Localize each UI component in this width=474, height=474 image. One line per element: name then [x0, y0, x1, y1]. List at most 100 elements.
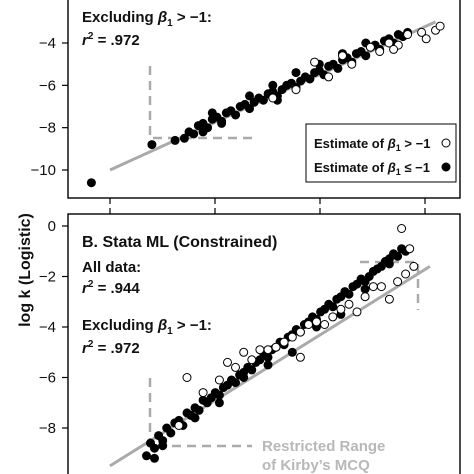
data-point-open	[198, 388, 208, 398]
panel-a-excluding-r2: r2 = .972	[82, 31, 140, 49]
data-point-open	[368, 282, 378, 292]
data-point-filled	[245, 91, 254, 101]
data-point-filled	[344, 289, 354, 299]
panel-a-excluding-label: Excluding β1 > −1:	[82, 9, 212, 29]
data-point-open	[291, 85, 301, 95]
panel-b-all-data-label: All data:	[82, 259, 141, 276]
legend-filled-label: Estimate of β1 ≤ −1	[314, 160, 430, 177]
data-point-filled	[328, 302, 338, 312]
data-point-open	[421, 34, 431, 44]
data-point-filled	[198, 127, 208, 137]
data-point-open	[376, 282, 386, 292]
y-tick-label: −2	[39, 269, 56, 286]
y-tick-label: −4	[39, 319, 56, 336]
data-point-open	[310, 57, 320, 67]
data-point-open	[417, 27, 427, 37]
panel-b-all-data-r2: r2 = .944	[82, 279, 140, 297]
data-point-open	[268, 93, 278, 103]
data-point-filled	[170, 135, 180, 145]
data-point-filled	[268, 80, 278, 90]
data-point-filled	[179, 133, 189, 143]
data-point-open	[389, 44, 399, 54]
data-point-filled	[384, 259, 394, 269]
restricted-range-label-line2: of Kirby’s MCQ	[262, 457, 370, 474]
legend-filled-marker	[441, 162, 451, 172]
data-point-open	[365, 42, 375, 52]
data-point-open	[409, 261, 419, 271]
data-point-open	[247, 355, 257, 365]
data-point-filled	[147, 140, 157, 150]
data-point-open	[352, 307, 362, 317]
y-tick-label: 0	[48, 218, 56, 235]
data-point-filled	[231, 378, 240, 388]
data-point-open	[223, 357, 232, 367]
panel-a-legend: Estimate of β1 > −1 Estimate of β1 ≤ −1	[305, 123, 457, 183]
data-point-open	[295, 327, 305, 337]
data-point-open	[231, 362, 240, 372]
panel-b-frame	[67, 213, 461, 474]
data-point-filled	[263, 360, 273, 370]
data-point-filled	[150, 443, 159, 453]
data-point-open	[182, 373, 192, 382]
data-point-open	[255, 345, 265, 355]
data-point-open	[320, 320, 330, 329]
data-point-filled	[214, 398, 224, 408]
data-point-open	[384, 294, 394, 304]
data-point-filled	[247, 365, 257, 375]
data-point-filled	[258, 95, 268, 105]
panel-a-points	[86, 21, 445, 188]
panel-a-frame	[67, 0, 461, 199]
data-point-filled	[189, 129, 199, 139]
data-point-filled	[190, 413, 200, 423]
data-point-filled	[214, 390, 224, 400]
data-point-filled	[361, 51, 371, 61]
y-tick-label: −10	[31, 162, 56, 179]
legend-open-label: Estimate of β1 > −1	[314, 136, 430, 153]
data-point-open	[405, 244, 415, 254]
panel-b: 0 −2 −4 −6 −8 B. Stata ML (Constrained) All …	[39, 208, 461, 474]
data-point-filled	[194, 405, 204, 415]
data-point-open	[435, 21, 445, 31]
y-tick-label: −4	[39, 35, 56, 52]
data-point-filled	[239, 373, 249, 382]
data-point-open	[375, 47, 385, 56]
restricted-range-label: Restricted Range	[262, 438, 385, 455]
data-point-filled	[166, 428, 176, 438]
data-point-open	[401, 269, 411, 279]
data-point-open	[287, 332, 297, 342]
y-tick-label: −6	[39, 77, 56, 94]
data-point-open	[324, 72, 334, 82]
data-point-open	[344, 299, 354, 309]
panel-b-excluding-r2: r2 = .972	[82, 339, 140, 357]
legend-open-marker	[441, 138, 451, 148]
data-point-filled	[231, 110, 241, 120]
data-point-filled	[360, 284, 370, 294]
data-point-filled	[150, 453, 159, 463]
data-point-open	[347, 59, 357, 69]
data-point-open	[239, 347, 249, 357]
panel-b-y-ticks: 0 −2 −4 −6 −8	[39, 218, 68, 437]
data-point-open	[360, 292, 370, 302]
panel-b-points	[142, 224, 419, 463]
data-point-open	[393, 277, 403, 287]
data-point-filled	[217, 118, 227, 128]
panel-a-y-ticks: −4 −6 −8 −10	[31, 35, 68, 179]
data-point-filled	[287, 347, 297, 357]
y-tick-label: −8	[39, 420, 56, 437]
data-point-open	[263, 345, 273, 355]
data-point-filled	[207, 108, 217, 118]
panel-b-title: B. Stata ML (Constrained)	[82, 234, 277, 251]
data-point-filled	[245, 104, 254, 114]
y-tick-label: −6	[39, 370, 56, 387]
panel-b-x-ticks	[109, 208, 426, 214]
data-point-open	[214, 375, 224, 385]
data-point-filled	[263, 352, 273, 362]
data-point-open	[328, 312, 338, 322]
legend-box	[305, 123, 457, 183]
data-point-filled	[86, 178, 96, 188]
data-point-open	[336, 304, 346, 314]
panel-b-excluding-label: Excluding β1 > −1:	[82, 317, 212, 337]
data-point-open	[279, 337, 289, 347]
data-point-filled	[291, 68, 301, 78]
